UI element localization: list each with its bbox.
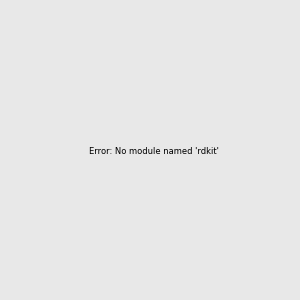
Text: Error: No module named 'rdkit': Error: No module named 'rdkit': [89, 147, 219, 156]
